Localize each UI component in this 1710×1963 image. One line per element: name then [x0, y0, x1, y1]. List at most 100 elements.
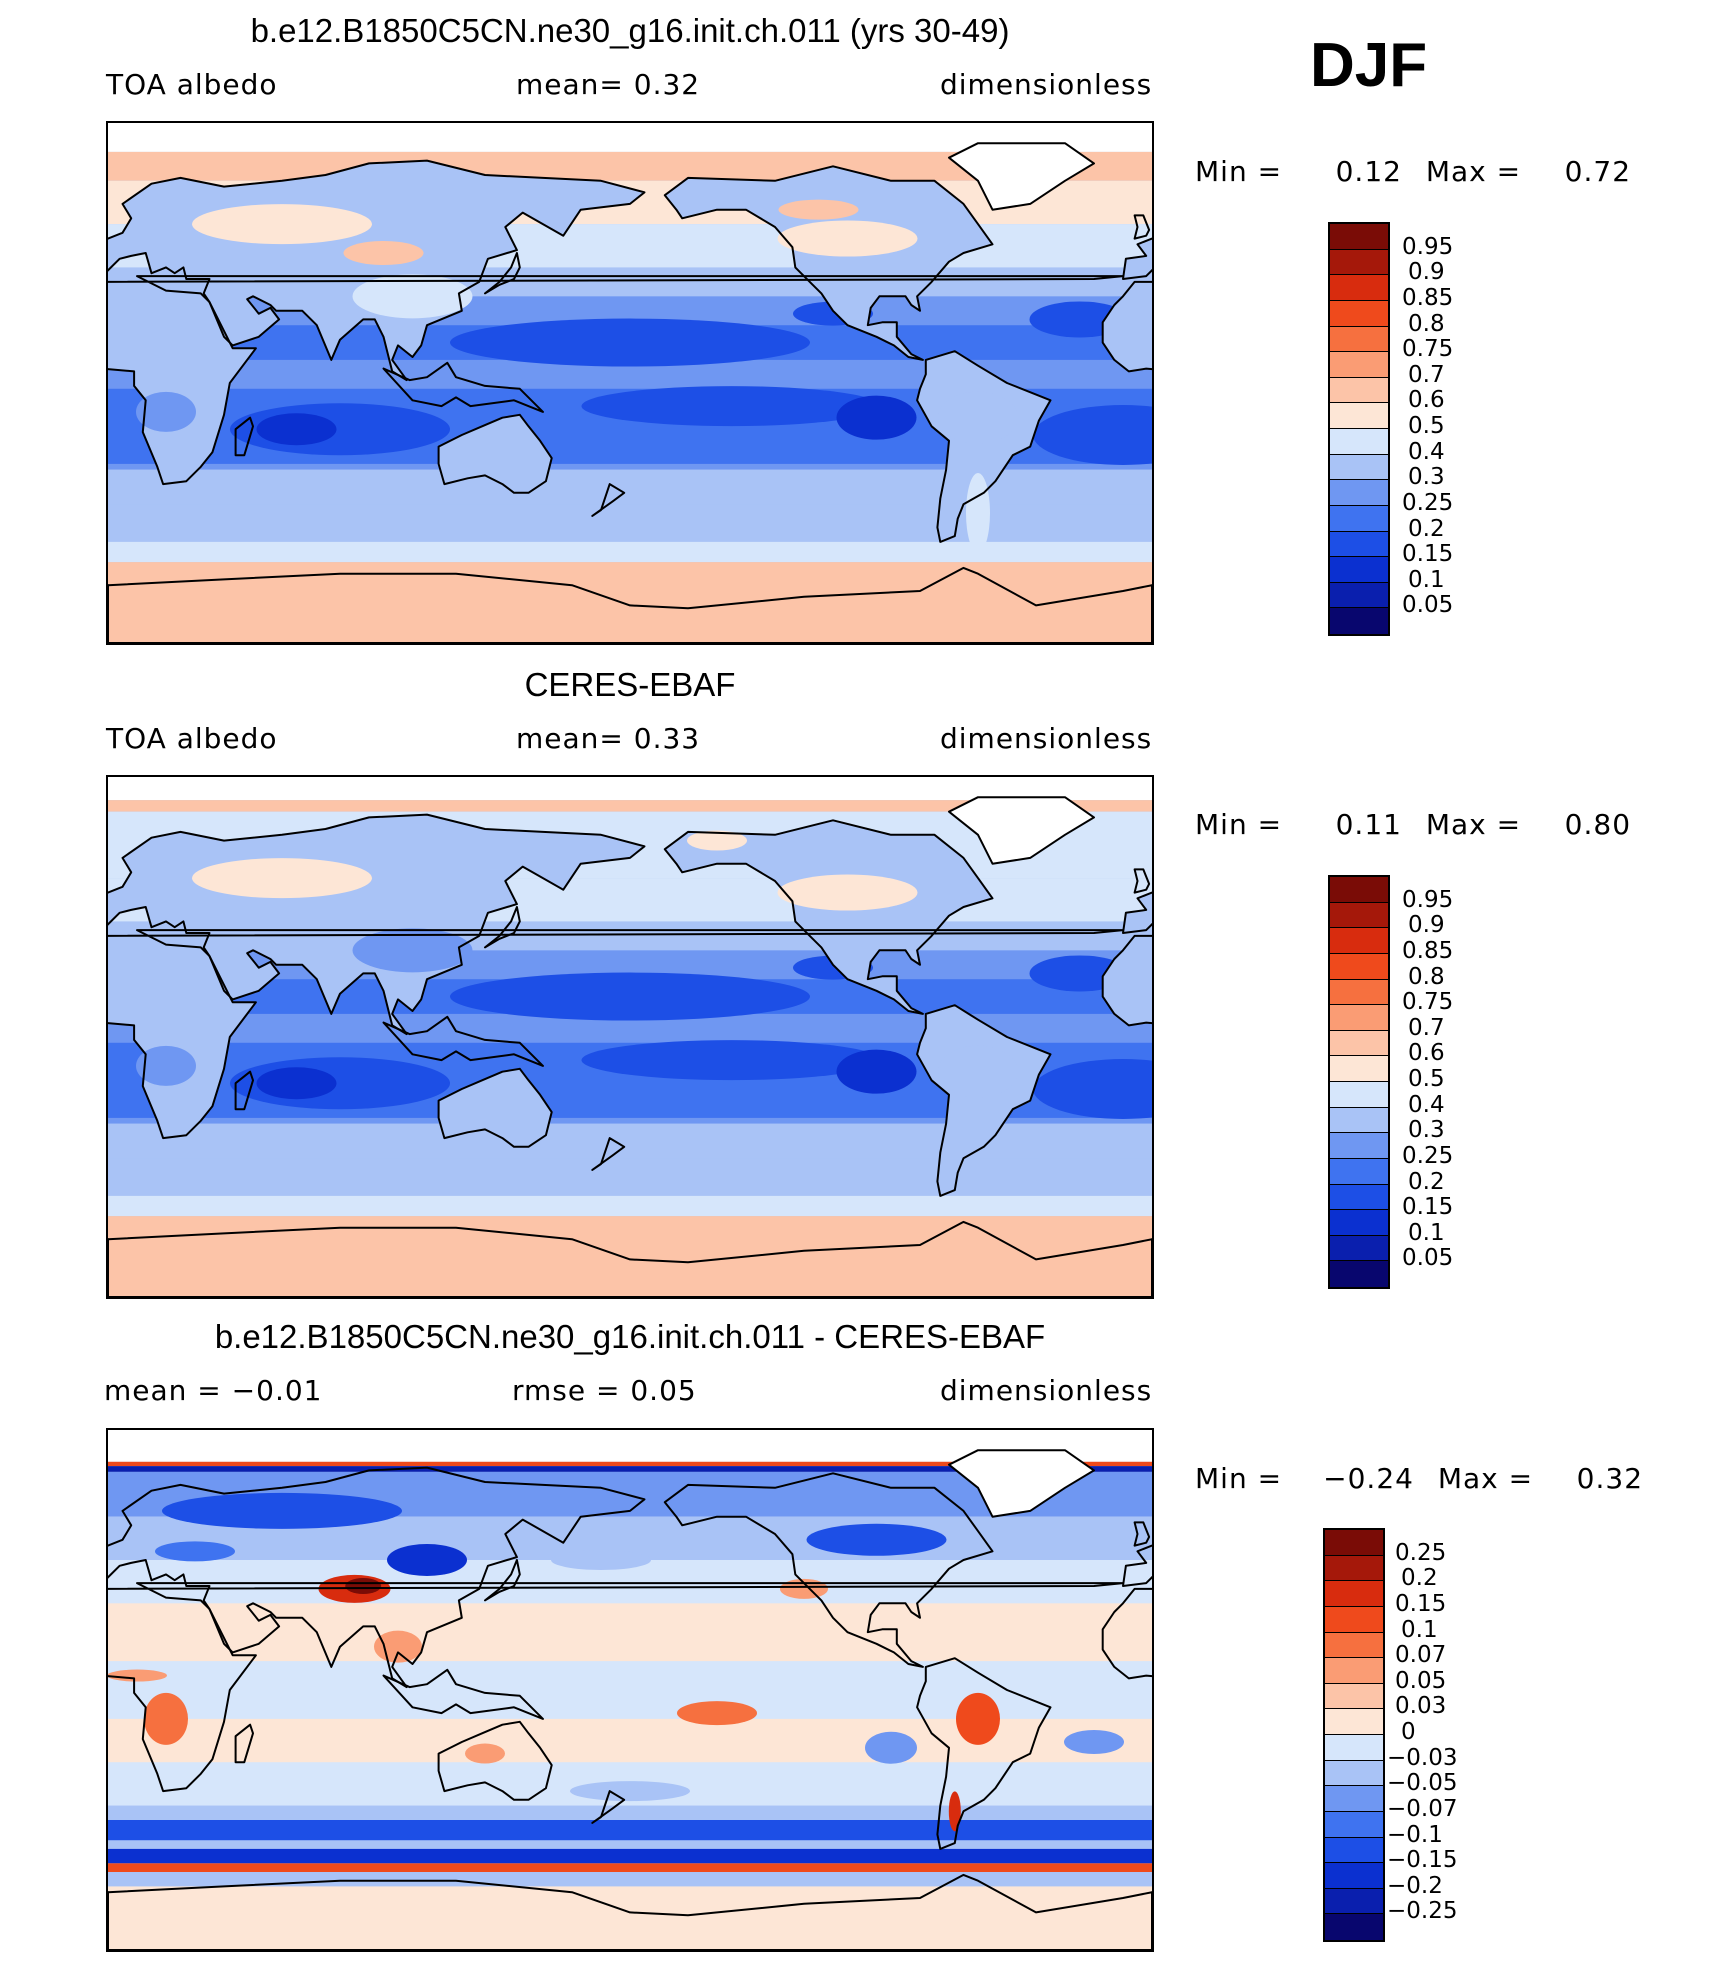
colorbar-swatch: [1330, 902, 1388, 929]
colorbar-swatch: [1330, 480, 1388, 506]
colorbar-swatch: [1325, 1888, 1383, 1915]
colorbar-swatch: [1330, 608, 1388, 634]
colorbar-level-label: 0.6: [1408, 1040, 1445, 1067]
colorbar-swatch: [1330, 454, 1388, 481]
panel-1-min-label: Min =: [1195, 155, 1283, 188]
colorbar-swatch: [1330, 1261, 1388, 1287]
colorbar-swatch: [1330, 377, 1388, 404]
panel-3-max-label: Max =: [1437, 1462, 1534, 1495]
colorbar-level-label: 0.7: [1408, 361, 1445, 388]
panel-3-colorbar: [1323, 1528, 1385, 1942]
colorbar-swatch: [1330, 1158, 1388, 1185]
colorbar-level-label: 0.3: [1408, 464, 1445, 491]
colorbar-swatch: [1330, 1107, 1388, 1134]
colorbar-level-label: −0.05: [1387, 1770, 1458, 1797]
colorbar-level-label: 0.03: [1395, 1693, 1447, 1720]
colorbar-level-label: 0.5: [1408, 413, 1445, 439]
colorbar-level-label: 0.2: [1408, 1168, 1445, 1195]
colorbar-level-label: 0.85: [1402, 284, 1454, 311]
colorbar-swatch: [1330, 300, 1388, 327]
panel-3-units-label: dimensionless: [940, 1374, 1153, 1407]
colorbar-level-label: 0.25: [1395, 1539, 1447, 1566]
panel-3-mean-label: mean = −0.01: [104, 1374, 323, 1407]
colorbar-swatch: [1330, 505, 1388, 532]
colorbar-swatch: [1330, 1210, 1388, 1236]
panel-2-min-value: 0.11: [1335, 808, 1402, 841]
panel-1-title: b.e12.B1850C5CN.ne30_g16.init.ch.011 (yr…: [250, 12, 1010, 49]
panel-1-max-value: 0.72: [1564, 155, 1632, 188]
colorbar-swatch: [1330, 582, 1388, 609]
colorbar-level-label: 0.85: [1402, 937, 1454, 964]
colorbar-swatch: [1325, 1606, 1383, 1633]
colorbar-level-label: 0.05: [1402, 592, 1454, 619]
panel-2-min-max: Min = 0.11 Max = 0.80: [1195, 808, 1631, 841]
colorbar-swatch: [1330, 979, 1388, 1006]
colorbar-swatch: [1325, 1914, 1383, 1940]
panel-1-units-label: dimensionless: [940, 68, 1153, 101]
panel-1-min-max: Min = 0.12 Max = 0.72: [1195, 155, 1631, 188]
colorbar-swatch: [1330, 928, 1388, 954]
colorbar-level-label: 0.07: [1395, 1642, 1447, 1669]
colorbar-level-label: 0.8: [1408, 310, 1445, 337]
colorbar-swatch: [1330, 531, 1388, 558]
colorbar-swatch: [1325, 1735, 1383, 1761]
colorbar-level-label: 0.9: [1408, 259, 1445, 286]
colorbar-swatch: [1330, 429, 1388, 455]
colorbar-level-label: 0.15: [1402, 541, 1454, 568]
colorbar-level-label: 0.9: [1408, 912, 1445, 939]
colorbar-swatch: [1330, 1005, 1388, 1031]
colorbar-level-label: 0.15: [1402, 1194, 1454, 1221]
colorbar-swatch: [1330, 1030, 1388, 1057]
colorbar-level-label: 0.2: [1408, 515, 1445, 542]
colorbar-level-label: −0.15: [1387, 1847, 1458, 1874]
colorbar-level-label: 0.75: [1402, 336, 1454, 363]
colorbar-level-label: 0.05: [1395, 1667, 1447, 1694]
colorbar-level-label: −0.2: [1387, 1872, 1443, 1899]
panel-3-rmse-label: rmse = 0.05: [512, 1374, 697, 1407]
colorbar-swatch: [1325, 1581, 1383, 1607]
colorbar-level-label: −0.25: [1387, 1898, 1458, 1925]
colorbar-level-label: 0.95: [1402, 886, 1454, 913]
colorbar-level-label: 0.7: [1408, 1014, 1445, 1041]
colorbar-swatch: [1330, 249, 1388, 276]
colorbar-level-label: −0.07: [1387, 1795, 1458, 1822]
colorbar-level-label: 0.5: [1408, 1066, 1445, 1092]
panel-2-colorbar: [1328, 875, 1390, 1289]
colorbar-level-label: 0.05: [1402, 1245, 1454, 1272]
colorbar-swatch: [1330, 1133, 1388, 1159]
colorbar-swatch: [1330, 953, 1388, 980]
panel-2-map: [106, 775, 1154, 1299]
colorbar-level-label: 0.15: [1395, 1590, 1447, 1617]
colorbar-swatch: [1325, 1683, 1383, 1710]
colorbar-swatch: [1330, 1235, 1388, 1262]
season-label: DJF: [1310, 31, 1428, 100]
panel-2-min-label: Min =: [1195, 808, 1283, 841]
panel-1-mean-label: mean= 0.32: [516, 68, 701, 101]
colorbar-level-label: 0.95: [1402, 233, 1454, 260]
colorbar-swatch: [1330, 1184, 1388, 1211]
panel-1-variable-label: TOA albedo: [106, 68, 278, 101]
panel-1-min-value: 0.12: [1335, 155, 1402, 188]
colorbar-swatch: [1330, 326, 1388, 353]
colorbar-swatch: [1325, 1658, 1383, 1684]
panel-3-map: [106, 1428, 1154, 1952]
colorbar-level-label: 0: [1401, 1719, 1416, 1745]
colorbar-swatch: [1325, 1811, 1383, 1838]
colorbar-level-label: 0.2: [1401, 1565, 1438, 1592]
colorbar-level-label: 0.1: [1401, 1616, 1438, 1643]
colorbar-swatch: [1330, 352, 1388, 378]
panel-2-title: CERES-EBAF: [524, 666, 736, 703]
colorbar-swatch: [1330, 877, 1388, 903]
colorbar-swatch: [1325, 1786, 1383, 1812]
panel-2-mean-label: mean= 0.33: [516, 722, 701, 755]
panel-2-max-label: Max =: [1425, 808, 1522, 841]
colorbar-level-label: 0.8: [1408, 963, 1445, 990]
panel-1-map: [106, 121, 1154, 645]
colorbar-level-label: 0.4: [1408, 438, 1445, 465]
colorbar-swatch: [1325, 1555, 1383, 1582]
colorbar-level-label: −0.1: [1387, 1821, 1443, 1848]
panel-3-max-value: 0.32: [1576, 1462, 1644, 1495]
colorbar-level-label: 0.25: [1402, 1142, 1454, 1169]
panel-3-min-value: −0.24: [1323, 1462, 1414, 1495]
colorbar-swatch: [1330, 403, 1388, 429]
